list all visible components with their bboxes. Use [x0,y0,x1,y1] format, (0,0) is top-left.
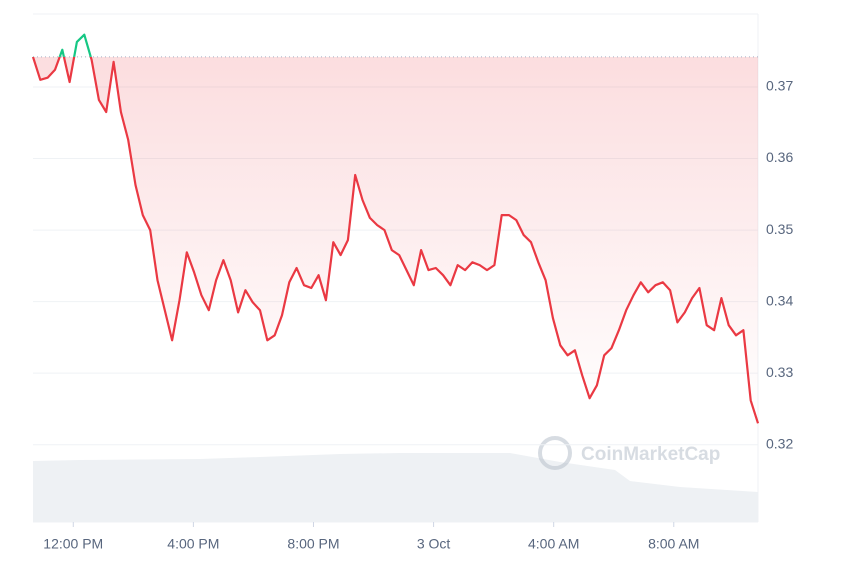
y-tick-label: 0.32 [766,435,793,451]
watermark-text: CoinMarketCap [581,444,720,465]
x-tick-label: 4:00 PM [167,536,219,552]
y-tick-label: 0.34 [766,292,793,308]
y-tick-label: 0.37 [766,78,793,94]
volume-area [33,453,758,522]
x-tick-label: 3 Oct [417,536,451,552]
x-tick-label: 8:00 PM [287,536,339,552]
x-tick-label: 4:00 AM [528,536,579,552]
area-fill [33,56,758,424]
x-tick-label: 8:00 AM [648,536,699,552]
watermark: CoinMarketCap [538,436,720,470]
y-tick-label: 0.35 [766,221,793,237]
watermark-logo [538,436,572,470]
x-tick-label: 12:00 PM [43,536,103,552]
y-tick-label: 0.36 [766,149,793,165]
y-tick-label: 0.33 [766,364,793,380]
price-line-down [31,56,760,424]
